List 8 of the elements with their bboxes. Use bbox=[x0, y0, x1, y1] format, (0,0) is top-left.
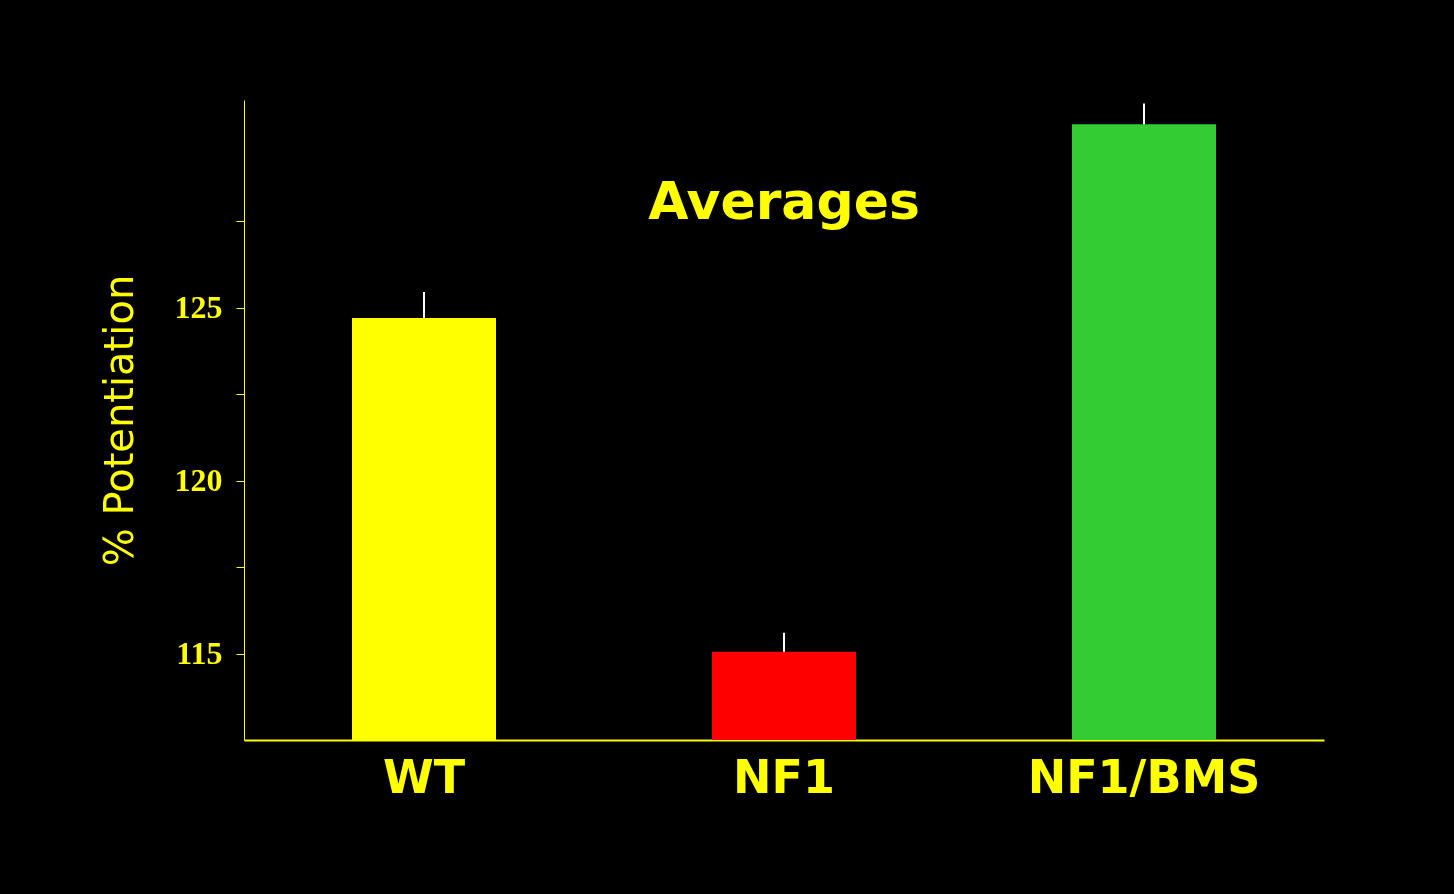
x-tick-label: WT bbox=[382, 749, 466, 804]
text: Averages bbox=[648, 171, 920, 231]
y-axis-title: % Potentiation bbox=[95, 274, 142, 567]
y-tick-label: 125 bbox=[174, 289, 223, 326]
x-tick-label: NF1 bbox=[733, 749, 835, 804]
y-tick-label: 120 bbox=[174, 462, 223, 499]
x-tick-label: NF1/BMS bbox=[1027, 749, 1261, 804]
y-tick-label: 115 bbox=[176, 635, 223, 672]
